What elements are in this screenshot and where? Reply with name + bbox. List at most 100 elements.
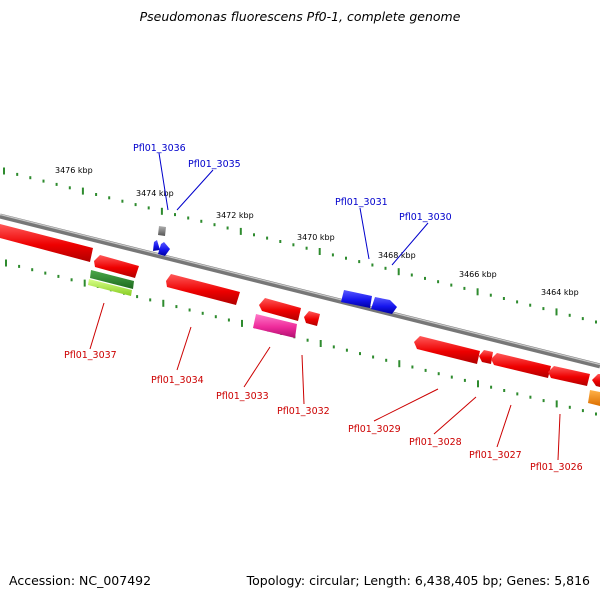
gene-arrow-red[interactable] [548, 366, 590, 386]
forward-gene-labels: Pfl01_3036 Pfl01_3035 Pfl01_3031 Pfl01_3… [133, 143, 452, 223]
gene-arrow-blue[interactable] [371, 297, 397, 314]
tick-mark [68, 186, 71, 190]
tick-mark [595, 320, 597, 324]
tick-mark [516, 300, 519, 304]
tick-mark [568, 313, 571, 317]
tick-mark [463, 286, 466, 290]
tick-mark [385, 358, 388, 362]
tick-mark [529, 395, 532, 399]
tick-mark [3, 167, 5, 175]
genome-title: Pseudomonas fluorescens Pf0-1, complete … [139, 9, 461, 24]
tick-mark [490, 385, 493, 389]
gene-arrow-blue[interactable] [341, 290, 372, 308]
tick-label: 3468 kbp [378, 251, 416, 260]
tick-mark [463, 378, 466, 382]
genome-backbone-highlight [0, 213, 600, 366]
gene-arrow-red[interactable] [414, 336, 480, 364]
gene-arrow-red[interactable] [491, 353, 551, 378]
tick-mark [162, 299, 165, 307]
tick-label: 3470 kbp [297, 233, 335, 242]
tick-mark [95, 193, 98, 196]
forward-tick-track [3, 167, 597, 324]
gene-label[interactable]: Pfl01_3027 [469, 450, 522, 461]
tick-mark [175, 305, 178, 309]
gene-arrow-red[interactable] [0, 224, 93, 262]
tick-mark [424, 368, 427, 372]
tick-mark [411, 365, 414, 369]
gene-label[interactable]: Pfl01_3032 [277, 406, 330, 417]
accession-text: Accession: NC_007492 [9, 573, 152, 588]
tick-mark [306, 338, 309, 342]
tick-mark [319, 340, 322, 347]
gene-label[interactable]: Pfl01_3030 [399, 212, 452, 223]
tick-mark [108, 196, 111, 200]
gene-label[interactable]: Pfl01_3036 [133, 143, 186, 154]
forward-genes [153, 226, 397, 314]
tick-label: 3474 kbp [136, 189, 174, 198]
tick-mark [345, 348, 348, 352]
tick-mark [200, 219, 203, 223]
genome-backbone [0, 213, 600, 369]
gene-label[interactable]: Pfl01_3035 [188, 159, 241, 170]
tick-mark [29, 176, 32, 180]
gene-arrow-gray[interactable] [158, 226, 166, 236]
tick-mark [437, 280, 440, 284]
tick-mark [147, 206, 150, 210]
tick-mark [5, 259, 7, 267]
gene-arrow-green[interactable] [90, 270, 134, 289]
gene-arrow-red[interactable] [592, 374, 600, 387]
gene-label[interactable]: Pfl01_3037 [64, 350, 117, 361]
tick-mark [502, 297, 505, 300]
tick-mark [555, 400, 558, 408]
reverse-gene-labels: Pfl01_3037 Pfl01_3034 Pfl01_3033 Pfl01_3… [64, 350, 583, 473]
tick-mark [542, 307, 545, 311]
gene-arrow-red[interactable] [259, 298, 301, 321]
tick-mark [331, 253, 334, 257]
tick-mark [18, 264, 21, 268]
gene-arrow-orange[interactable] [588, 390, 600, 406]
reverse-tick-track [5, 259, 597, 416]
tick-mark [372, 355, 375, 359]
gene-arrow-lime[interactable] [88, 279, 132, 296]
genome-summary-text: Topology: circular; Length: 6,438,405 bp… [246, 573, 590, 588]
tick-mark [568, 405, 571, 409]
tick-mark [253, 233, 255, 237]
tick-mark [424, 276, 426, 280]
gene-arrow-magenta[interactable] [253, 314, 297, 338]
tick-mark [384, 266, 387, 270]
tick-mark [226, 226, 229, 230]
tick-mark [83, 279, 86, 287]
gene-arrow-blue[interactable] [158, 242, 170, 256]
gene-label[interactable]: Pfl01_3033 [216, 391, 269, 402]
tick-mark [279, 240, 282, 243]
tick-mark [292, 243, 295, 247]
gene-label[interactable]: Pfl01_3034 [151, 375, 204, 386]
tick-label: 3466 kbp [459, 270, 497, 279]
tick-mark [359, 352, 361, 356]
gene-arrow-red[interactable] [479, 350, 493, 364]
tick-mark [476, 288, 479, 296]
tick-mark [516, 392, 519, 396]
coordinate-labels: 3476 kbp 3474 kbp 3472 kbp 3470 kbp 3468… [55, 166, 579, 297]
tick-mark [239, 227, 242, 235]
tick-mark [213, 223, 216, 227]
tick-mark [121, 199, 124, 203]
gene-label[interactable]: Pfl01_3026 [530, 462, 583, 473]
tick-mark [410, 273, 413, 277]
gene-arrow-red[interactable] [304, 311, 320, 326]
gene-label[interactable]: Pfl01_3031 [335, 197, 388, 208]
tick-mark [241, 319, 243, 327]
tick-mark [81, 187, 84, 195]
tick-mark [149, 298, 152, 302]
tick-label: 3472 kbp [216, 211, 254, 220]
tick-mark [542, 399, 545, 403]
tick-mark [305, 246, 308, 250]
gene-arrow-red[interactable] [166, 274, 240, 305]
gene-label[interactable]: Pfl01_3028 [409, 437, 462, 448]
tick-mark [44, 271, 47, 275]
tick-mark [581, 409, 584, 413]
gene-label[interactable]: Pfl01_3029 [348, 424, 401, 435]
gene-arrow-blue[interactable] [153, 240, 160, 251]
gene-arrow-red[interactable] [94, 255, 139, 278]
tick-mark [70, 278, 73, 282]
